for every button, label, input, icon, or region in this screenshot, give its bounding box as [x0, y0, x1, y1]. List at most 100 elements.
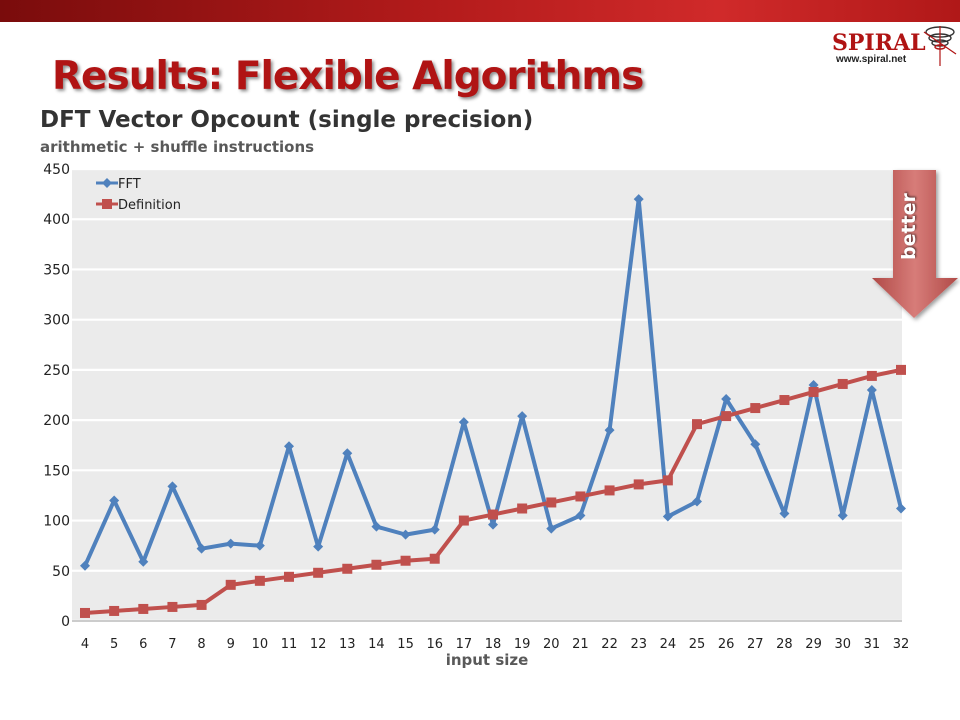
fft-point: [458, 417, 469, 428]
definition-point: [400, 555, 411, 566]
top-banner: [0, 0, 960, 22]
x-tick-label: 7: [168, 637, 176, 652]
fft-point: [109, 495, 120, 506]
spiral-logo: SPIRAL www.spiral.net: [830, 24, 958, 70]
fft-point: [429, 524, 440, 535]
x-tick-label: 27: [747, 637, 764, 652]
definition-point: [750, 403, 761, 414]
fft-point: [225, 538, 236, 549]
definition-point: [575, 491, 586, 502]
chart-title: DFT Vector Opcount (single precision): [40, 107, 534, 133]
definition-point: [167, 601, 178, 612]
y-tick-label: 450: [43, 162, 70, 178]
fft-point: [692, 496, 702, 507]
slide-title: Results: Flexible Algorithms: [52, 54, 644, 99]
definition-point: [80, 607, 90, 618]
x-axis-ticks: 4 5 6 7 8 9 10 11 12 13 14 15 16 17 18 19 20 21 22 23 24 25 26…: [81, 637, 909, 652]
fft-point: [313, 541, 324, 552]
definition-point: [429, 553, 440, 564]
definition-point: [225, 579, 236, 590]
x-tick-label: 16: [426, 637, 443, 652]
fft-point: [721, 394, 732, 405]
x-tick-label: 30: [834, 637, 851, 652]
x-tick-label: 11: [281, 637, 298, 652]
y-tick-label: 300: [43, 313, 70, 329]
definition-point: [138, 603, 149, 614]
gridlines: [72, 167, 902, 623]
x-tick-label: 4: [81, 637, 89, 652]
y-tick-label: 150: [43, 463, 70, 479]
better-label: better: [898, 193, 920, 260]
legend-item-definition: Definition: [96, 198, 181, 213]
definition-point: [896, 364, 906, 375]
logo-url: www.spiral.net: [836, 54, 907, 65]
fft-point: [662, 511, 673, 522]
x-tick-label: 25: [689, 637, 706, 652]
y-axis-ticks: 0 50 100 150 200 250 300 350 400 450: [43, 162, 70, 630]
x-tick-label: 20: [543, 637, 560, 652]
fft-point: [517, 411, 528, 422]
legend-label: FFT: [118, 177, 141, 192]
legend-swatch-marker: [102, 199, 112, 209]
x-tick-label: 23: [630, 637, 647, 652]
fft-point: [488, 519, 498, 530]
fft-point: [371, 521, 382, 532]
definition-point: [779, 395, 790, 406]
definition-series: [80, 364, 906, 618]
logo-text: SPIRAL: [832, 30, 926, 56]
fft-point: [80, 560, 90, 571]
fft-point: [196, 543, 207, 554]
plot-area: [72, 169, 902, 621]
definition-point: [313, 567, 324, 578]
x-tick-label: 17: [456, 637, 473, 652]
y-tick-label: 100: [43, 514, 70, 530]
definition-point: [837, 378, 848, 389]
x-tick-label: 5: [110, 637, 118, 652]
x-tick-label: 21: [572, 637, 589, 652]
fft-series: [80, 194, 906, 571]
legend-swatch-marker: [102, 178, 112, 188]
y-tick-label: 250: [43, 363, 70, 379]
definition-point: [371, 559, 382, 570]
x-tick-label: 29: [805, 637, 822, 652]
fft-point: [779, 508, 790, 519]
definition-point: [692, 419, 702, 430]
y-tick-label: 0: [61, 614, 70, 630]
fft-point: [575, 510, 586, 521]
definition-point: [342, 563, 353, 574]
definition-point: [517, 503, 528, 514]
x-tick-label: 18: [485, 637, 502, 652]
legend-item-fft: FFT: [96, 177, 141, 192]
x-tick-label: 6: [139, 637, 147, 652]
fft-point: [254, 540, 265, 551]
fft-point: [342, 448, 353, 459]
x-tick-label: 9: [227, 637, 235, 652]
definition-point: [254, 575, 265, 586]
definition-point: [109, 605, 120, 616]
definition-point: [721, 411, 732, 422]
better-arrow: [872, 170, 958, 318]
definition-point: [458, 515, 469, 526]
fft-point: [604, 425, 615, 436]
fft-point: [546, 523, 557, 534]
definition-point: [284, 571, 294, 582]
definition-point: [866, 370, 877, 381]
series-layer: [80, 194, 906, 618]
x-tick-label: 24: [660, 637, 677, 652]
definition-point: [633, 479, 644, 490]
fft-point: [633, 194, 644, 205]
y-tick-label: 350: [43, 262, 70, 278]
x-tick-label: 28: [776, 637, 793, 652]
definition-point: [604, 485, 615, 496]
x-tick-label: 15: [397, 637, 414, 652]
definition-point: [808, 386, 819, 397]
fft-point: [750, 439, 761, 450]
spiral-swirl-icon: [923, 26, 957, 66]
definition-point: [488, 509, 498, 520]
x-tick-label: 10: [252, 637, 269, 652]
legend-label: Definition: [118, 198, 181, 213]
fft-point: [866, 384, 877, 395]
definition-point: [546, 497, 557, 508]
definition-point: [662, 475, 673, 486]
